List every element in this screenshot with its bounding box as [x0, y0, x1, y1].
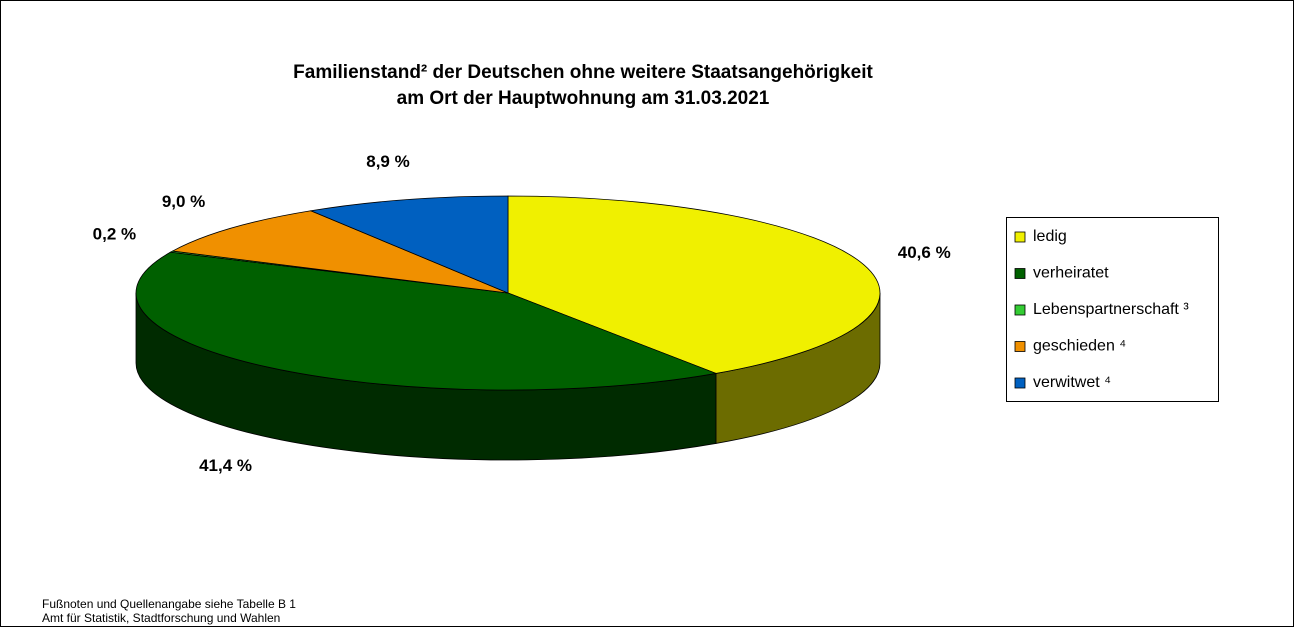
chart-title: am Ort der Hauptwohnung am 31.03.2021	[397, 88, 770, 109]
slice	[507, 195, 881, 374]
data-label: 40,6 %	[898, 243, 951, 262]
chart-title: Familienstand² der Deutschen ohne weiter…	[293, 62, 873, 83]
slice	[171, 210, 509, 294]
data-label: 0,2 %	[93, 225, 136, 244]
legend-swatch	[1014, 268, 1026, 279]
data-label: 8,9 %	[366, 152, 409, 171]
legend-label: Lebenspartnerschaft ³	[1033, 301, 1189, 318]
legend-swatch	[1014, 377, 1026, 389]
data-label: 41,4 %	[199, 456, 252, 475]
legend-swatch	[1014, 341, 1026, 352]
data-label: 9,0 %	[162, 192, 205, 211]
slice	[309, 195, 509, 294]
legend-label: geschieden ⁴	[1033, 338, 1126, 355]
footnote: Amt für Statistik, Stadtforschung und Wa…	[42, 611, 280, 625]
footnote: Fußnoten und Quellenangabe siehe Tabelle…	[42, 597, 296, 611]
legend-label: verwitwet ⁴	[1033, 374, 1111, 391]
legend-label: verheiratet	[1033, 265, 1109, 282]
slice	[135, 251, 718, 391]
legend-box	[1006, 217, 1219, 402]
legend-swatch	[1014, 304, 1026, 316]
legend-swatch	[1014, 231, 1026, 243]
legend-label: ledig	[1033, 228, 1067, 245]
